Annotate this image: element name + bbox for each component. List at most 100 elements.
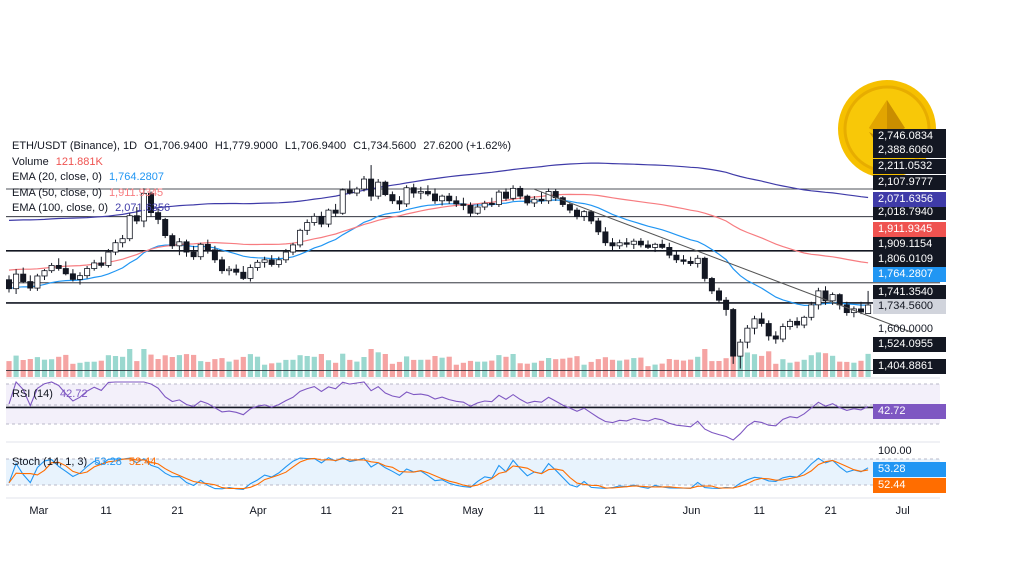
candle[interactable] [282, 248, 289, 263]
candle[interactable] [808, 301, 815, 321]
candle[interactable] [162, 217, 169, 239]
candle[interactable] [318, 211, 325, 228]
candle[interactable] [630, 238, 637, 249]
candle[interactable] [836, 293, 843, 310]
candle[interactable] [524, 194, 531, 206]
rsi-pane[interactable] [8, 380, 869, 441]
candle[interactable] [467, 202, 474, 217]
candle[interactable] [155, 208, 162, 225]
candle[interactable] [84, 266, 91, 279]
candle[interactable] [332, 203, 339, 217]
candle[interactable] [559, 196, 566, 208]
candle[interactable] [304, 219, 311, 235]
candle[interactable] [510, 185, 517, 201]
candle[interactable] [431, 188, 438, 204]
candle[interactable] [403, 185, 410, 208]
candle[interactable] [240, 266, 247, 281]
candle[interactable] [204, 239, 211, 254]
candle[interactable] [460, 197, 467, 211]
symbol-title[interactable]: ETH/USDT (Binance), 1D [12, 140, 138, 152]
rsi-legend[interactable]: RSI (14) 42.72 [12, 388, 88, 400]
candle[interactable] [744, 325, 751, 349]
price-level-label[interactable]: 1,909.1154 [873, 237, 946, 252]
candle[interactable] [112, 239, 119, 256]
candle[interactable] [126, 213, 133, 242]
volume-legend[interactable]: Volume 121.881K [12, 155, 511, 171]
candle[interactable] [147, 191, 154, 217]
candle[interactable] [77, 272, 84, 285]
price-level-label[interactable]: 2,746.0834 [873, 129, 946, 144]
candle[interactable] [353, 186, 360, 197]
ema20-legend[interactable]: EMA (20, close, 0) 1,764.2807 [12, 170, 511, 186]
candle[interactable] [645, 240, 652, 249]
price-level-label[interactable]: 1,600.0000 [878, 323, 934, 335]
candle[interactable] [495, 189, 502, 208]
candle[interactable] [446, 193, 453, 204]
candles-layer[interactable] [6, 165, 872, 369]
candle[interactable] [69, 269, 76, 282]
candle[interactable] [865, 290, 872, 314]
candle[interactable] [233, 264, 240, 276]
stoch-k-tag[interactable]: 53.28 [873, 462, 946, 477]
candle[interactable] [730, 307, 737, 364]
stoch-pane[interactable] [8, 456, 869, 490]
candle[interactable] [701, 256, 708, 282]
candle[interactable] [602, 227, 609, 246]
candle[interactable] [574, 207, 581, 220]
candle[interactable] [666, 242, 673, 259]
candle[interactable] [375, 179, 382, 200]
candle[interactable] [652, 242, 659, 253]
candle[interactable] [226, 266, 233, 276]
candle[interactable] [850, 306, 857, 318]
candle[interactable] [169, 233, 176, 249]
price-level-label[interactable]: 1,806.0109 [873, 252, 946, 267]
candle[interactable] [389, 191, 396, 204]
candle[interactable] [481, 200, 488, 211]
ema50-price-tag[interactable]: 1,911.9345 [873, 222, 946, 237]
candle[interactable] [55, 258, 62, 271]
candle[interactable] [275, 256, 282, 268]
candle[interactable] [368, 165, 375, 201]
candle[interactable] [27, 275, 34, 291]
candle[interactable] [254, 259, 261, 271]
candle[interactable] [20, 267, 27, 284]
candle[interactable] [716, 287, 723, 304]
candle[interactable] [453, 196, 460, 208]
candle[interactable] [694, 255, 701, 268]
candle[interactable] [98, 256, 105, 268]
candle[interactable] [211, 245, 218, 263]
candle[interactable] [325, 208, 332, 228]
candle[interactable] [183, 239, 190, 257]
candle[interactable] [133, 207, 140, 225]
price-level-label[interactable]: 1,524.0955 [873, 337, 946, 352]
candle[interactable] [268, 255, 275, 267]
candle[interactable] [787, 318, 794, 330]
candle[interactable] [858, 301, 865, 315]
rsi-value-tag[interactable]: 42.72 [873, 404, 946, 419]
candle[interactable] [815, 287, 822, 310]
candle[interactable] [545, 188, 552, 204]
candle[interactable] [794, 317, 801, 329]
candle[interactable] [588, 210, 595, 225]
candle[interactable] [659, 239, 666, 249]
candle[interactable] [801, 315, 808, 329]
candle[interactable] [424, 185, 431, 197]
candle[interactable] [176, 238, 183, 256]
candle[interactable] [680, 255, 687, 265]
candle[interactable] [297, 228, 304, 248]
candle[interactable] [119, 234, 126, 248]
candle[interactable] [822, 286, 829, 305]
candle[interactable] [488, 197, 495, 208]
candle[interactable] [517, 185, 524, 200]
candle[interactable] [346, 180, 353, 195]
candle[interactable] [772, 331, 779, 344]
ema20-price-tag[interactable]: 1,764.2807 [873, 267, 946, 282]
candle[interactable] [34, 273, 41, 291]
candle[interactable] [311, 213, 318, 226]
trendline-layer[interactable] [534, 188, 913, 333]
price-level-label[interactable]: 2,211.0532 [873, 159, 946, 174]
stoch-top-level[interactable]: 100.00 [878, 445, 912, 457]
candle[interactable] [623, 238, 630, 248]
candle[interactable] [765, 320, 772, 341]
